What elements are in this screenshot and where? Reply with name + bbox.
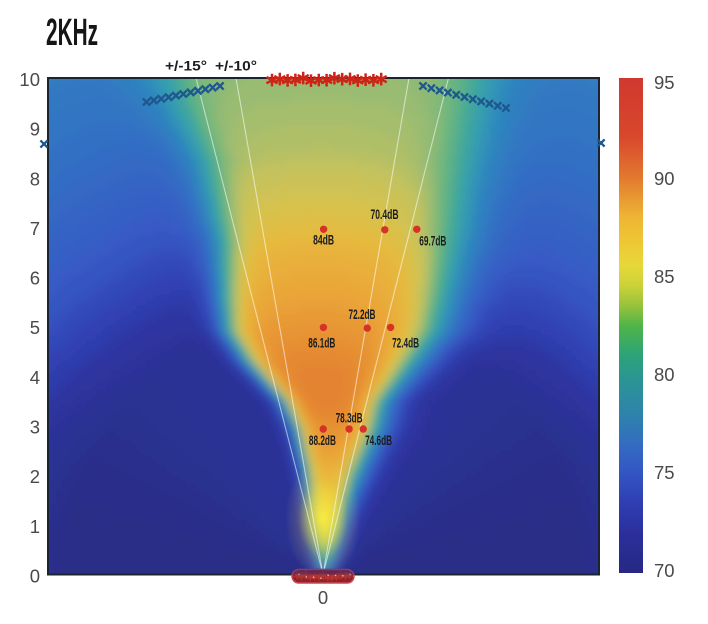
svg-text:2KHz: 2KHz: [46, 12, 98, 54]
svg-text:74.6dB: 74.6dB: [365, 433, 392, 448]
svg-text:2: 2: [30, 466, 40, 487]
svg-text:+/-15°: +/-15°: [165, 59, 207, 74]
svg-text:75: 75: [654, 462, 675, 483]
svg-text:10: 10: [19, 69, 40, 90]
svg-text:0: 0: [318, 587, 328, 608]
svg-text:5: 5: [30, 317, 40, 338]
svg-text:70.4dB: 70.4dB: [371, 207, 399, 222]
svg-text:9: 9: [30, 119, 40, 140]
svg-text:72.2dB: 72.2dB: [349, 307, 376, 322]
svg-text:95: 95: [654, 72, 675, 93]
svg-text:7: 7: [30, 218, 40, 239]
svg-text:86.1dB: 86.1dB: [308, 335, 335, 350]
svg-text:90: 90: [654, 168, 675, 189]
svg-text:84dB: 84dB: [313, 233, 334, 248]
svg-text:1: 1: [30, 516, 40, 537]
svg-text:3: 3: [30, 417, 40, 438]
svg-text:6: 6: [30, 268, 40, 289]
svg-text:70: 70: [654, 560, 675, 581]
svg-text:85: 85: [654, 266, 675, 287]
svg-text:0: 0: [30, 566, 40, 587]
svg-text:88.2dB: 88.2dB: [309, 433, 336, 448]
svg-text:80: 80: [654, 364, 675, 385]
svg-text:8: 8: [30, 168, 40, 189]
svg-text:72.4dB: 72.4dB: [392, 335, 419, 350]
svg-text:4: 4: [30, 367, 40, 388]
svg-text:69.7dB: 69.7dB: [419, 234, 446, 249]
svg-text:78.3dB: 78.3dB: [336, 410, 363, 425]
svg-text:+/-10°: +/-10°: [215, 59, 257, 74]
